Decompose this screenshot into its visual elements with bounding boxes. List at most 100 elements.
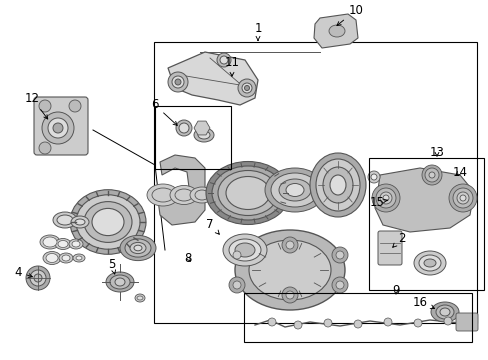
- Ellipse shape: [59, 253, 73, 263]
- Circle shape: [282, 287, 297, 303]
- Circle shape: [220, 56, 227, 64]
- Ellipse shape: [115, 278, 125, 286]
- Ellipse shape: [198, 131, 209, 139]
- Ellipse shape: [225, 176, 269, 210]
- Ellipse shape: [110, 275, 130, 289]
- Circle shape: [379, 190, 384, 195]
- Ellipse shape: [137, 296, 142, 300]
- Circle shape: [424, 168, 438, 182]
- Ellipse shape: [55, 238, 71, 249]
- Ellipse shape: [175, 189, 193, 201]
- Ellipse shape: [125, 239, 151, 257]
- Ellipse shape: [439, 308, 449, 316]
- Text: 1: 1: [254, 22, 261, 40]
- Bar: [154, 42, 476, 323]
- Circle shape: [69, 100, 81, 112]
- Circle shape: [39, 100, 51, 112]
- Text: 12: 12: [24, 91, 48, 119]
- Ellipse shape: [279, 179, 310, 201]
- Ellipse shape: [130, 242, 146, 253]
- Text: 9: 9: [391, 284, 399, 297]
- Text: 8: 8: [184, 252, 191, 265]
- Circle shape: [285, 241, 293, 249]
- Ellipse shape: [53, 212, 77, 228]
- Text: 7: 7: [206, 217, 219, 234]
- Ellipse shape: [212, 189, 227, 201]
- Ellipse shape: [285, 184, 304, 197]
- Circle shape: [30, 270, 46, 286]
- Ellipse shape: [135, 294, 145, 302]
- Ellipse shape: [43, 252, 61, 265]
- Ellipse shape: [75, 219, 85, 225]
- Ellipse shape: [194, 128, 214, 142]
- Circle shape: [371, 184, 399, 212]
- Ellipse shape: [76, 256, 82, 260]
- Ellipse shape: [228, 239, 261, 261]
- Ellipse shape: [147, 184, 179, 206]
- Circle shape: [367, 171, 379, 183]
- Text: 10: 10: [336, 4, 363, 26]
- Text: 4: 4: [14, 266, 32, 279]
- Text: 7: 7: [0, 359, 1, 360]
- Bar: [155, 106, 230, 169]
- Ellipse shape: [57, 215, 73, 225]
- Text: 13: 13: [428, 145, 444, 158]
- Circle shape: [331, 247, 347, 263]
- Ellipse shape: [218, 171, 278, 216]
- FancyBboxPatch shape: [455, 313, 477, 331]
- Ellipse shape: [248, 240, 330, 300]
- Ellipse shape: [179, 123, 189, 133]
- Circle shape: [331, 277, 347, 293]
- Ellipse shape: [270, 173, 318, 207]
- Ellipse shape: [195, 190, 208, 200]
- Circle shape: [383, 318, 391, 326]
- Circle shape: [285, 291, 293, 299]
- Circle shape: [232, 281, 241, 289]
- Text: 14: 14: [451, 166, 467, 179]
- Circle shape: [39, 142, 51, 154]
- Ellipse shape: [264, 168, 325, 212]
- Polygon shape: [313, 14, 357, 48]
- Circle shape: [443, 317, 451, 325]
- Circle shape: [42, 112, 74, 144]
- Ellipse shape: [170, 185, 198, 204]
- Circle shape: [382, 195, 388, 201]
- Circle shape: [421, 165, 441, 185]
- Polygon shape: [168, 52, 258, 105]
- Circle shape: [375, 188, 395, 208]
- Ellipse shape: [329, 175, 346, 195]
- Ellipse shape: [323, 167, 352, 203]
- Ellipse shape: [134, 245, 142, 251]
- Ellipse shape: [106, 272, 134, 292]
- Circle shape: [244, 85, 249, 90]
- Ellipse shape: [430, 302, 458, 322]
- Text: 5: 5: [108, 257, 116, 274]
- Ellipse shape: [176, 120, 192, 136]
- Circle shape: [353, 320, 361, 328]
- Circle shape: [324, 319, 331, 327]
- Circle shape: [459, 195, 465, 201]
- Text: 6: 6: [151, 99, 177, 125]
- Text: 11: 11: [224, 55, 239, 76]
- Circle shape: [370, 174, 376, 180]
- Ellipse shape: [46, 253, 58, 262]
- Circle shape: [335, 281, 343, 289]
- FancyBboxPatch shape: [34, 97, 88, 155]
- Circle shape: [172, 76, 183, 88]
- Circle shape: [448, 184, 476, 212]
- Ellipse shape: [40, 235, 60, 249]
- Ellipse shape: [435, 305, 453, 319]
- Ellipse shape: [235, 230, 345, 310]
- Ellipse shape: [152, 188, 174, 202]
- Text: 16: 16: [412, 296, 434, 309]
- Circle shape: [238, 79, 256, 97]
- Bar: [368, 158, 483, 290]
- Circle shape: [379, 192, 391, 204]
- Circle shape: [48, 118, 68, 138]
- Bar: [244, 293, 471, 342]
- Polygon shape: [194, 121, 209, 135]
- Ellipse shape: [72, 241, 80, 247]
- Circle shape: [293, 321, 302, 329]
- Ellipse shape: [235, 243, 254, 257]
- Ellipse shape: [43, 237, 57, 247]
